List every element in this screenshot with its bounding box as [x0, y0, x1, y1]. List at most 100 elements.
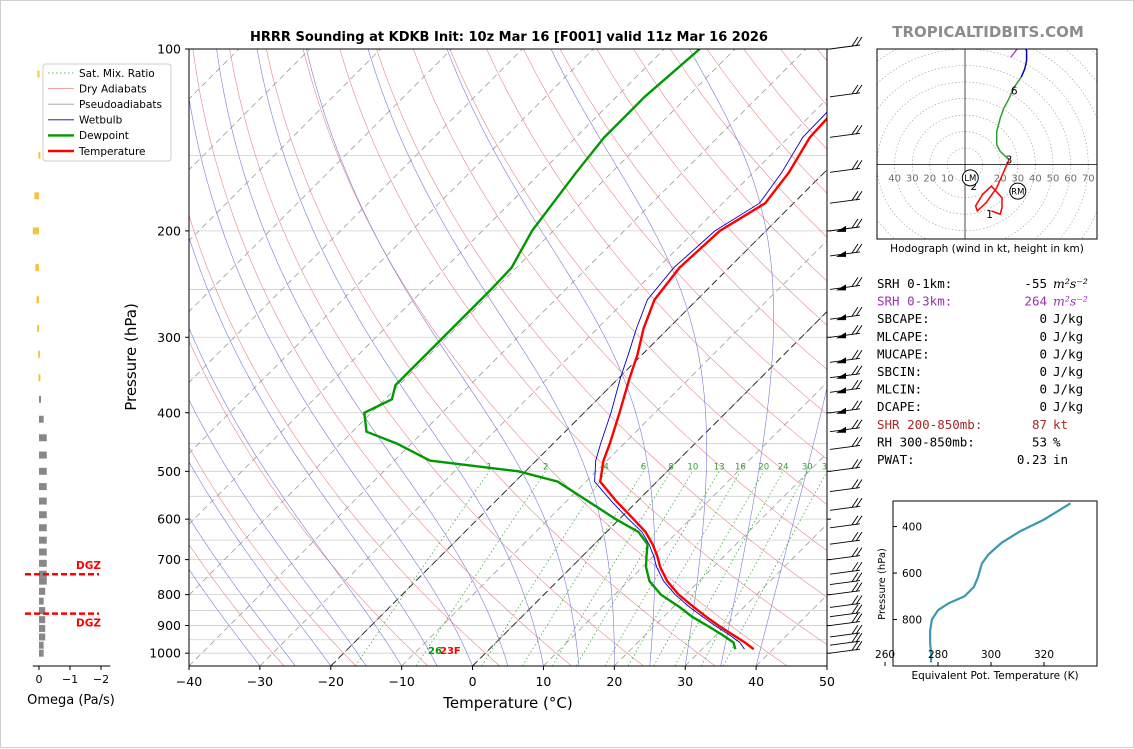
wind-barb-pennant — [836, 387, 846, 393]
dgz-label: DGZ — [76, 618, 101, 630]
hodograph-ring-label: 60 — [1064, 174, 1077, 185]
omega-bar — [37, 296, 39, 303]
mixing-ratio-label: 13 — [714, 462, 725, 472]
hodograph-ring-label: 30 — [906, 174, 919, 185]
index-label: MUCAPE: — [877, 346, 930, 361]
wind-barb-pennant — [836, 251, 846, 257]
index-value: 0 — [1039, 382, 1047, 397]
wind-barb-staff — [830, 581, 860, 585]
omega-tick-label: 0 — [36, 673, 43, 686]
omega-bar — [37, 71, 39, 78]
hodograph-trace — [976, 160, 1009, 215]
isotherm-line — [827, 49, 1134, 666]
index-label: RH 300-850mb: — [877, 434, 975, 449]
chart-title: HRRR Sounding at KDKB Init: 10z Mar 16 [… — [250, 30, 768, 45]
theta-e-ylabel: Pressure (hPa) — [877, 548, 888, 620]
omega-bar — [39, 483, 47, 490]
moist-adiabat-line — [217, 49, 508, 666]
isotherm-line — [260, 49, 877, 666]
mixing-ratio-label: 2 — [543, 462, 548, 472]
mixing-ratio-line — [675, 471, 783, 666]
theta-e-y-tick-label: 600 — [902, 568, 922, 580]
mixing-ratio-line — [723, 471, 827, 666]
wind-barb-staff — [830, 199, 860, 203]
wind-barb-staff — [830, 570, 860, 574]
skewt-x-tick-label: −40 — [176, 674, 202, 689]
theta-e-y-tick-label: 400 — [902, 522, 922, 534]
index-value: -55 — [1024, 276, 1047, 291]
omega-bar — [39, 396, 41, 403]
theta-e-xlabel: Equivalent Pot. Temperature (K) — [911, 670, 1078, 682]
skewt-xlabel: Temperature (°C) — [442, 694, 572, 712]
wind-barb-staff — [830, 93, 860, 97]
omega-bar — [38, 351, 40, 358]
omega-tick-label: −1 — [62, 673, 78, 686]
mixing-ratio-label: 30 — [802, 462, 813, 472]
theta-e-x-tick-label: 300 — [981, 649, 1001, 661]
index-value: 0 — [1039, 399, 1047, 414]
skewt-y-tick-label: 800 — [157, 587, 181, 602]
legend-item-label: Pseudoadiabats — [79, 99, 162, 111]
wind-barb-staff — [830, 622, 860, 626]
skewt-x-tick-label: 0 — [469, 674, 477, 689]
isotherm-line — [189, 49, 806, 666]
index-label: DCAPE: — [877, 399, 922, 414]
moist-adiabat-line — [153, 49, 437, 666]
wind-barb-pennant — [836, 332, 846, 338]
index-unit: m²s⁻² — [1053, 294, 1088, 309]
wind-barb-staff — [830, 168, 860, 172]
omega-bar — [39, 524, 47, 531]
wind-barb-staff — [830, 524, 860, 528]
wind-barb-staff — [830, 591, 860, 595]
index-value: 0 — [1039, 329, 1047, 344]
skewt-x-tick-label: 40 — [748, 674, 764, 689]
mixing-ratio-label: 6 — [641, 462, 646, 472]
index-value: 87 — [1032, 417, 1047, 432]
mixing-ratio-label: 4 — [603, 462, 608, 472]
index-value: 0 — [1039, 346, 1047, 361]
hodograph-ring-label: 10 — [941, 174, 954, 185]
hodograph-height-label: 1 — [986, 209, 993, 221]
hodograph-height-label: 6 — [1011, 85, 1018, 97]
omega-bar — [35, 264, 39, 271]
wind-barb-pennant — [836, 408, 846, 414]
omega-tick-label: −2 — [93, 673, 109, 686]
theta-e-x-tick-label: 280 — [928, 649, 948, 661]
index-unit: J/kg — [1053, 399, 1083, 414]
wind-barb-pennant — [836, 373, 846, 379]
wind-barb-staff — [830, 445, 860, 449]
mixing-ratio-label: 20 — [758, 462, 769, 472]
skewt-y-tick-label: 200 — [157, 223, 181, 238]
omega-bar — [39, 642, 44, 649]
omega-bar — [39, 416, 44, 423]
index-unit: m²s⁻² — [1053, 276, 1088, 291]
wind-barb-staff — [830, 613, 860, 617]
omega-bar — [39, 434, 47, 441]
omega-bar — [39, 598, 44, 605]
skewt-x-tick-label: 10 — [535, 674, 551, 689]
index-label: SBCIN: — [877, 364, 922, 379]
storm-motion-label: RM — [1011, 187, 1024, 197]
moist-adiabat-line — [306, 49, 579, 666]
storm-motion-label: LM — [964, 174, 976, 184]
skewt-frame — [189, 49, 827, 666]
skewt-x-tick-label: −30 — [247, 674, 273, 689]
legend-item-label: Temperature — [78, 146, 146, 158]
mixing-ratio-line — [701, 471, 807, 666]
index-label: SRH 0-3km: — [877, 294, 952, 309]
index-unit: J/kg — [1053, 346, 1083, 361]
legend-item-label: Wetbulb — [79, 115, 123, 127]
mixing-ratio-line — [416, 471, 546, 666]
legend-item-label: Dewpoint — [79, 130, 129, 142]
omega-bar — [39, 650, 44, 657]
index-label: MLCIN: — [877, 382, 922, 397]
omega-bar — [34, 192, 39, 199]
dry-adiabat-line — [377, 49, 932, 666]
